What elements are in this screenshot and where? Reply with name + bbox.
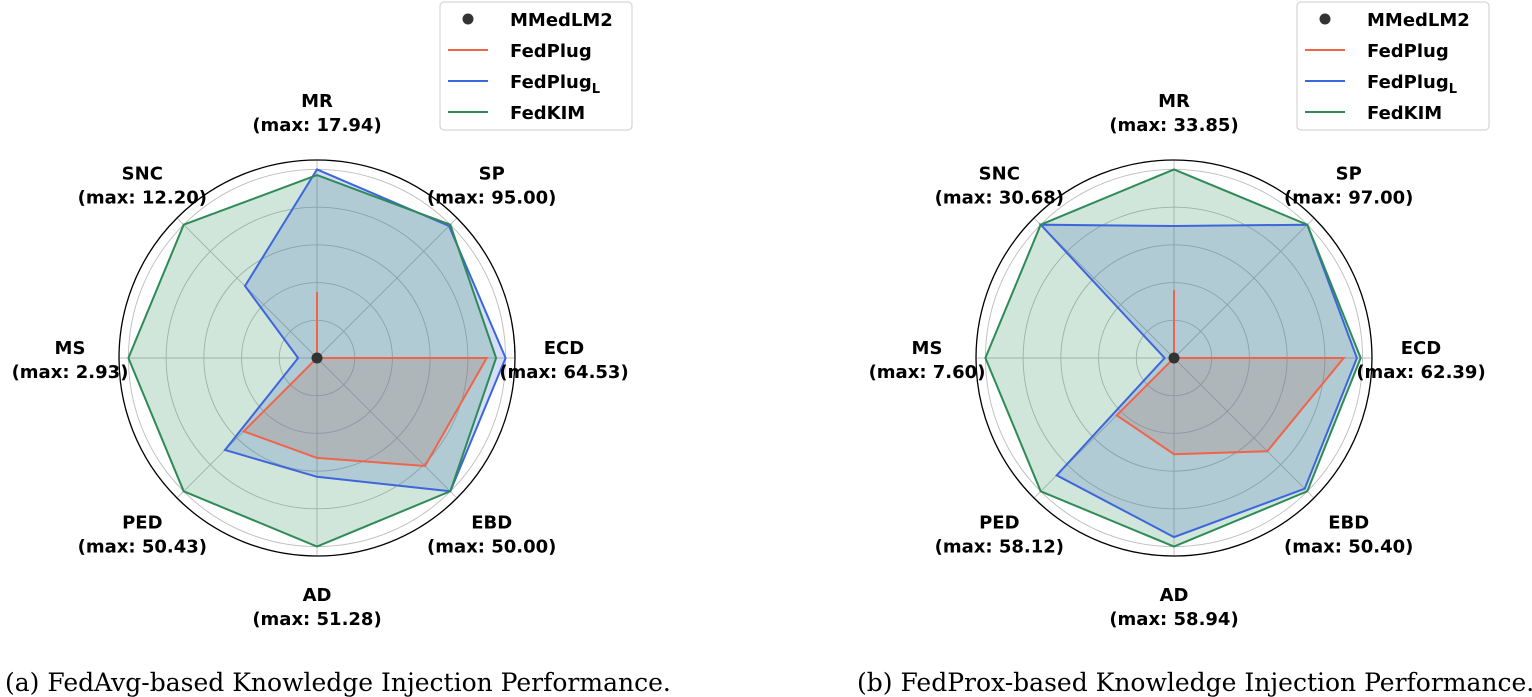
caption: (a) FedAvg-based Knowledge Injection Per… <box>5 668 671 697</box>
axis-label-snc: SNC (max: 12.20) <box>78 163 207 208</box>
legend-box <box>1296 1 1490 131</box>
spoke-ebd <box>316 357 458 499</box>
spoke-sp <box>316 217 458 359</box>
axis-label-ms: MS (max: 2.93) <box>12 338 129 383</box>
series-fill-fedplug-l <box>1040 224 1357 538</box>
legend: MMedLM2 FedPlug FedPlugL FedKIM <box>1296 1 1490 131</box>
caption: (b) FedProx-based Knowledge Injection Pe… <box>857 668 1532 697</box>
legend-label: MMedLM2 <box>510 10 613 31</box>
spoke-sp <box>1173 217 1315 359</box>
spoke-ebd <box>1173 357 1315 499</box>
axis-label-ad: AD (max: 58.94) <box>1109 585 1238 630</box>
axis-label-sp: SP (max: 95.00) <box>427 163 556 208</box>
series-line-fedkim <box>127 174 498 548</box>
legend-marker <box>1319 13 1331 25</box>
legend-label: FedPlugL <box>510 72 600 97</box>
axis-label-ecd: ECD (max: 62.39) <box>1356 338 1485 383</box>
outer-circle <box>118 159 516 557</box>
axis-label-ped: PED (max: 50.43) <box>78 513 207 558</box>
series-point-mmedlm2 <box>311 352 323 364</box>
radar-chart-1: MR (max: 17.94) SP (max: 95.00) ECD (max: 64.… <box>12 91 629 630</box>
axis-label-ebd: EBD (max: 50.40) <box>1284 513 1413 558</box>
series-point-mmedlm2 <box>1168 352 1180 364</box>
axis-label-ad: AD (max: 51.28) <box>252 585 381 630</box>
legend-label: MMedLM2 <box>1367 10 1470 31</box>
axis-label-ebd: EBD (max: 50.00) <box>427 513 556 558</box>
series-line-fedkim <box>984 168 1362 548</box>
axis-label-ecd: ECD (max: 64.53) <box>499 338 628 383</box>
axis-label-snc: SNC (max: 30.68) <box>935 163 1064 208</box>
legend: MMedLM2 FedPlug FedPlugL FedKIM <box>439 1 633 131</box>
legend-label: FedKIM <box>1367 103 1442 124</box>
axis-label-ped: PED (max: 58.12) <box>935 513 1064 558</box>
radar-chart-2: MR (max: 33.85) SP (max: 97.00) ECD (max: 62.… <box>869 91 1486 630</box>
series-fill-fedplug-l <box>225 169 506 492</box>
axis-label-mr: MR (max: 17.94) <box>252 91 381 136</box>
series-line-fedplug <box>241 292 489 468</box>
legend-label: FedPlug <box>510 41 592 62</box>
legend-marker <box>462 13 474 25</box>
legend-box <box>439 1 633 131</box>
legend-label: FedKIM <box>510 103 585 124</box>
axis-label-mr: MR (max: 33.85) <box>1109 91 1238 136</box>
outer-circle <box>975 159 1373 557</box>
legend-label: FedPlug <box>1367 41 1449 62</box>
axis-label-sp: SP (max: 97.00) <box>1284 163 1413 208</box>
legend-label: FedPlugL <box>1367 72 1457 97</box>
axis-label-ms: MS (max: 7.60) <box>869 338 986 383</box>
series-fill-fedplug <box>243 292 487 466</box>
series-fill-fedkim <box>128 175 497 547</box>
series-fill-fedplug <box>1116 290 1344 455</box>
series-line-fedplug <box>1115 290 1346 456</box>
series-line-fedplug-l <box>1038 223 1358 539</box>
series-line-fedplug-l <box>223 168 507 493</box>
